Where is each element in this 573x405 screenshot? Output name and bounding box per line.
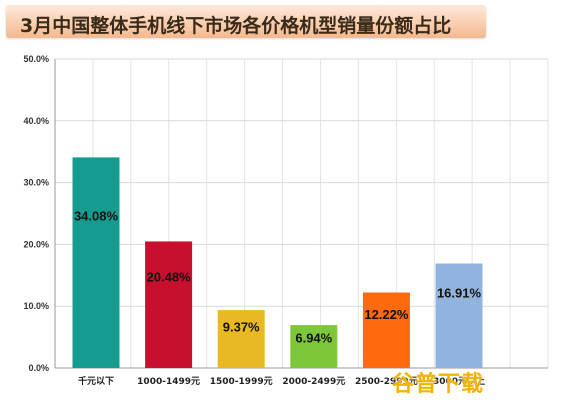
data-label: 9.37% — [223, 320, 260, 335]
bar — [145, 241, 193, 368]
x-tick-label: 1500-1999元 — [210, 376, 273, 387]
data-label: 12.22% — [364, 307, 409, 322]
x-tick-label: 2000-2499元 — [282, 376, 345, 387]
bar — [72, 157, 120, 368]
bar — [435, 263, 483, 368]
watermark-logo: 谷普下载 — [392, 372, 485, 397]
bar — [290, 325, 338, 368]
data-label: 20.48% — [147, 270, 192, 285]
y-tick-label: 0.0% — [28, 363, 49, 373]
y-tick-label: 20.0% — [23, 239, 49, 249]
x-tick-label: 千元以下 — [78, 375, 114, 387]
data-label: 16.91% — [437, 286, 482, 301]
x-tick-label: 3000元以上 — [433, 375, 485, 387]
chart-title: 3月中国整体手机线下市场各价格机型销量份额占比 — [20, 15, 452, 37]
x-tick-label: 2500-2999元 — [355, 376, 418, 387]
bar — [217, 310, 265, 368]
y-tick-label: 40.0% — [23, 116, 49, 126]
y-tick-label: 50.0% — [23, 54, 49, 64]
title-bar: 3月中国整体手机线下市场各价格机型销量份额占比 — [6, 5, 486, 38]
y-tick-label: 30.0% — [23, 178, 49, 188]
y-tick-label: 10.0% — [23, 301, 49, 311]
x-tick-label: 1000-1499元 — [137, 376, 200, 387]
data-label: 6.94% — [295, 331, 332, 346]
data-label: 34.08% — [74, 208, 119, 223]
bar — [362, 292, 410, 368]
